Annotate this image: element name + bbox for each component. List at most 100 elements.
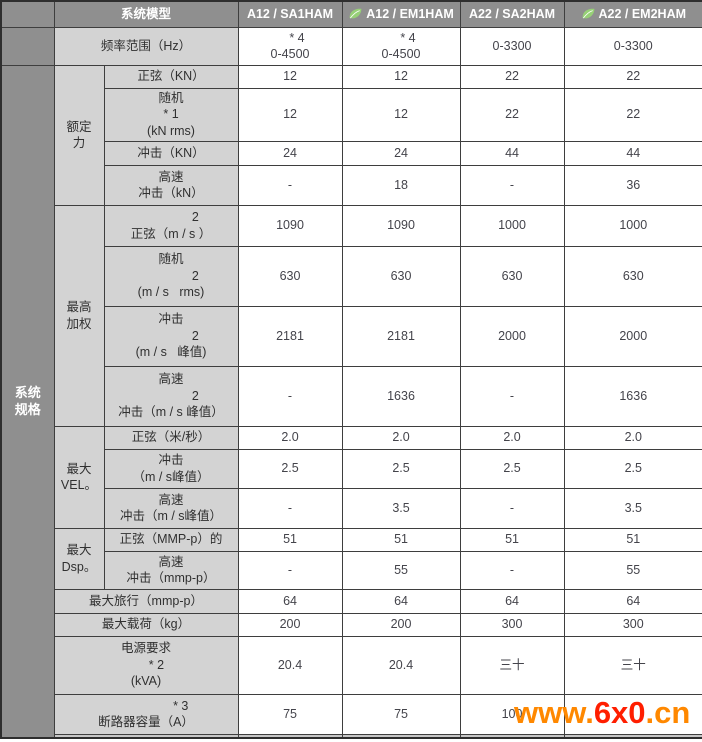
table-row: 随机 * 1 (kN rms) 12 12 22 22 xyxy=(1,87,702,142)
value-cell: 1090 xyxy=(237,204,343,247)
group-label-cell: 最大 Dsp。 xyxy=(53,527,105,590)
value-cell: - xyxy=(237,365,343,427)
table-row: 冲击 （m / s峰值） 2.5 2.5 2.5 2.5 xyxy=(1,448,702,489)
freq-value-cell: * 4 0-4500 xyxy=(237,26,343,66)
value-cell: 1636 xyxy=(341,365,461,427)
value-cell: 22 xyxy=(459,64,565,89)
partial-row-cell xyxy=(563,733,702,739)
row-label-cell: 冲击 （m / s峰值） xyxy=(103,448,239,489)
leaf-icon xyxy=(348,7,362,20)
value-cell: 2.5 xyxy=(459,448,565,489)
table-row: 最大载荷（kg） 200 200 300 300 xyxy=(1,612,702,637)
table-row: 系统模型 A12 / SA1HAM A12 / EM1HAM A22 / SA2HAM… xyxy=(0,0,702,28)
value-cell: 44 xyxy=(459,140,565,166)
section-label-cell: 系统 规格 xyxy=(0,64,55,739)
row-label-cell: 正弦（KN） xyxy=(103,64,239,89)
table-row: 最大 Dsp。 正弦（MMP-p）的 51 51 51 51 xyxy=(1,527,702,590)
value-cell: 22 xyxy=(563,87,702,142)
value-cell: 2.5 xyxy=(237,448,343,489)
row-label-cell: 冲击（KN） xyxy=(103,140,239,166)
value-cell: 44 xyxy=(563,140,702,166)
value-cell: 18 xyxy=(341,164,461,206)
value-cell: 2000 xyxy=(563,305,702,367)
value-cell: 12 xyxy=(341,87,461,142)
value-cell: 100 xyxy=(459,693,565,735)
value-cell: 64 xyxy=(341,588,461,614)
value-cell: - xyxy=(237,550,343,590)
value-cell: 200 xyxy=(237,612,343,637)
value-cell: 24 xyxy=(341,140,461,166)
value-cell: 22 xyxy=(459,87,565,142)
value-cell: 630 xyxy=(459,245,565,307)
value-cell: - xyxy=(459,365,565,427)
table-row: 最大旅行（mmp-p） 64 64 64 64 xyxy=(1,588,702,614)
row-label-cell: 正弦（MMP-p）的 xyxy=(103,527,239,552)
value-cell: 2.0 xyxy=(563,425,702,450)
row-label-cell: 最大旅行（mmp-p） xyxy=(53,588,239,614)
freq-value-cell: 0-3300 xyxy=(563,26,702,66)
table-row: 高速 2 冲击（m / s 峰值） -1636-1636 xyxy=(1,365,702,427)
row-label-cell: 高速 冲击（mmp-p） xyxy=(103,550,239,590)
value-cell: 200 xyxy=(341,612,461,637)
column-header-label: A12 / SA1HAM xyxy=(246,7,334,21)
column-header-cell: A22 / EM2HAM xyxy=(563,0,702,28)
table-row: 最高 加权 2 正弦（m / s ） 1090 1090 1000 1000 xyxy=(1,204,702,427)
value-cell: 三十 xyxy=(459,635,565,695)
value-cell: 51 xyxy=(563,527,702,552)
value-cell: 75 xyxy=(341,693,461,735)
row-label-cell: 高速 冲击（m / s峰值） xyxy=(103,487,239,529)
value-cell: 630 xyxy=(341,245,461,307)
row-label-cell: 最大载荷（kg） xyxy=(53,612,239,637)
watermark-part: 6x0 xyxy=(593,695,646,730)
value-cell: 64 xyxy=(237,588,343,614)
group-label-cell: 最高 加权 xyxy=(53,204,105,427)
partial-row-label-cell xyxy=(53,733,239,739)
table-row: 随机 2 (m / s rms) 630 630 630 630 xyxy=(1,245,702,307)
value-cell: 36 xyxy=(563,164,702,206)
row-label-cell: 电源要求 * 2 (kVA) xyxy=(53,635,239,695)
partial-row-cell xyxy=(341,733,461,739)
table-row: 高速 冲击（m / s峰值） -3.5-3.5 xyxy=(1,487,702,529)
value-cell: - xyxy=(237,487,343,529)
value-cell xyxy=(563,693,702,735)
value-cell: 300 xyxy=(563,612,702,637)
value-cell: 55 xyxy=(341,550,461,590)
left-spacer-cell xyxy=(0,26,55,66)
table-row: * 3 断路器容量（A） 75 75 100 xyxy=(1,693,702,735)
watermark-part: .cn xyxy=(645,695,691,730)
value-cell: 51 xyxy=(459,527,565,552)
column-header-label: A12 / EM1HAM xyxy=(366,7,454,21)
value-cell: - xyxy=(459,550,565,590)
value-cell: 300 xyxy=(459,612,565,637)
row-label-cell: 2 正弦（m / s ） xyxy=(103,204,239,247)
table-row: 冲击 2 (m / s 峰值) 2181 2181 2000 2000 xyxy=(1,305,702,367)
value-cell: 55 xyxy=(563,550,702,590)
value-cell: - xyxy=(237,164,343,206)
value-cell: 2000 xyxy=(459,305,565,367)
value-cell: 1000 xyxy=(563,204,702,247)
value-cell: 2.0 xyxy=(459,425,565,450)
watermark: www.6x0.cn xyxy=(514,697,690,728)
column-header-label: A22 / SA2HAM xyxy=(468,7,556,21)
value-cell: 2.5 xyxy=(563,448,702,489)
value-cell: 51 xyxy=(341,527,461,552)
row-label-cell: 高速 2 冲击（m / s 峰值） xyxy=(103,365,239,427)
value-cell: 20.4 xyxy=(341,635,461,695)
partial-row-cell xyxy=(237,733,343,739)
row-label-cell: * 3 断路器容量（A） xyxy=(53,693,239,735)
partial-row-cell xyxy=(459,733,565,739)
group-label-cell: 最大 VEL。 xyxy=(53,425,105,529)
row-label-cell: 冲击 2 (m / s 峰值) xyxy=(103,305,239,367)
value-cell: - xyxy=(459,164,565,206)
value-cell: 12 xyxy=(237,87,343,142)
value-cell: 630 xyxy=(563,245,702,307)
row-label-cell: 随机 * 1 (kN rms) xyxy=(103,87,239,142)
freq-value-cell: 0-3300 xyxy=(459,26,565,66)
value-cell: 12 xyxy=(341,64,461,89)
value-cell: 1090 xyxy=(341,204,461,247)
value-cell: 12 xyxy=(237,64,343,89)
watermark-part: www. xyxy=(514,695,594,730)
value-cell: 3.5 xyxy=(341,487,461,529)
value-cell: 51 xyxy=(237,527,343,552)
